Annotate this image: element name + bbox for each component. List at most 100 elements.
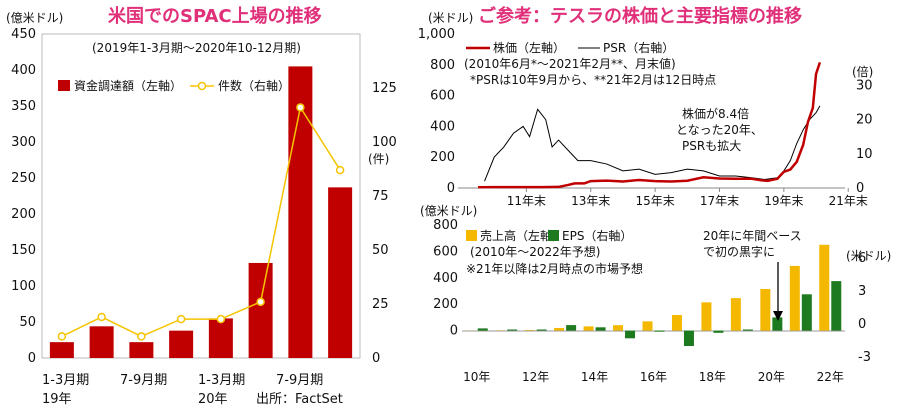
tesla-left-tick-label: 600 [430, 89, 455, 104]
spac-bar-2019Q3 [129, 342, 154, 358]
eps-right-ticks: -3 0 3 6 [858, 251, 871, 365]
tesla-x-tick-label: 17年末 [700, 194, 739, 208]
spac-count-point-2020Q4 [335, 165, 345, 175]
revenue-bar-2016 [642, 321, 653, 331]
eps-bar-2015 [625, 330, 636, 339]
revenue-x-label: 22年 [817, 370, 844, 384]
spac-x-labels: 1-3月期 7-9月期 1-3月期 7-9月期 19年 20年 出所：FactS… [42, 373, 343, 407]
revenue-bar-2012 [524, 330, 535, 331]
spac-bar-2020Q1 [208, 318, 233, 358]
spac-count-point-2020Q3 [296, 103, 305, 112]
legend-price-label: 株価（左軸） [493, 40, 565, 55]
tesla-x-ticks: 11年末 13年末 15年末 17年末 19年末 21年末 [507, 188, 868, 208]
revenue-eps-bars [465, 244, 842, 346]
spac-bar-2019Q4 [169, 330, 194, 358]
spac-line [57, 103, 345, 341]
revenue-note-forecast: ※21年以降は2月時点の市場予想 [466, 261, 643, 276]
revenue-left-tick-label: 800 [433, 218, 458, 233]
legend-line-marker [197, 81, 207, 91]
revenue-bar-2020 [760, 289, 771, 331]
tesla-x-tick-label: 15年末 [635, 194, 674, 208]
revenue-bar-2019 [730, 298, 741, 331]
eps-bar-2018 [713, 330, 724, 333]
eps-bar-2016 [654, 330, 665, 332]
spac-bar-2020Q2 [248, 262, 273, 358]
tesla-right-tick-label: 30 [856, 78, 873, 93]
revenue-x-label: 10年 [463, 370, 490, 384]
spac-count-point-2020Q2 [256, 297, 265, 307]
eps-right-tick-label: 3 [858, 284, 866, 299]
annotation-profit-1: 20年に年間ベース [703, 229, 802, 243]
tesla-x-tick-label: 19年末 [764, 194, 803, 208]
tesla-right-ticks: 0 10 20 30 [856, 78, 873, 196]
tesla-x-tick-label: 13年末 [571, 194, 610, 208]
eps-right-tick-label: 0 [858, 317, 866, 332]
spac-left-tick-label: 350 [11, 99, 36, 114]
tesla-price-chart: ご参考：テスラの株価と主要指標の推移 (米ドル) (倍) 02004006008… [418, 5, 874, 208]
x-label-q3-2019: 7-9月期 [120, 373, 167, 388]
x-year-2019: 19年 [42, 392, 72, 407]
psr-line [484, 105, 821, 182]
spac-bar-2020Q4 [328, 187, 353, 358]
revenue-x-label: 12年 [522, 370, 549, 384]
revenue-x-labels: 10年 12年 14年 16年 18年 20年 22年 [463, 370, 844, 384]
revenue-annotation: 20年に年間ベース で初の黒字に [703, 229, 802, 321]
annotation-line-3: PSRも拡大 [682, 139, 741, 153]
spac-left-tick-label: 0 [28, 351, 36, 366]
tesla-legend: 株価（左軸） PSR（右軸） (2010年6月*～2021年2月**、月末値) … [464, 40, 716, 87]
legend-psr-label: PSR（右軸） [603, 40, 674, 55]
revenue-left-ticks: 0 200 400 600 800 [433, 218, 458, 339]
revenue-bar-2014 [583, 326, 594, 331]
revenue-left-tick-label: 200 [433, 297, 458, 312]
eps-bar-2014 [595, 327, 606, 331]
x-label-q1-2020: 1-3月期 [198, 373, 245, 388]
spac-count-point-2019Q1 [57, 332, 67, 341]
tesla-x-tick-label: 11年末 [507, 194, 546, 208]
eps-bar-2022 [831, 281, 842, 331]
tesla-left-tick-label: 200 [430, 150, 455, 165]
eps-bar-2010 [477, 328, 488, 331]
eps-bar-2012 [536, 329, 547, 331]
spac-left-tick-label: 450 [11, 27, 36, 42]
revenue-x-label: 16年 [640, 370, 667, 384]
tesla-annotation: 株価が8.4倍 となった20年、 PSRも拡大 [676, 106, 763, 153]
spac-left-tick-label: 100 [11, 279, 36, 294]
eps-bar-2011 [507, 329, 518, 331]
tesla-left-tick-label: 400 [430, 119, 455, 134]
revenue-note-period: (2010年～2022年予想) [470, 244, 600, 259]
revenue-left-tick-label: 400 [433, 271, 458, 286]
legend-bar-label: 資金調達額（左軸） [74, 78, 182, 93]
eps-bar-2017 [683, 330, 694, 346]
spac-left-axis-unit: (億米ドル) [6, 11, 63, 25]
spac-bar-2020Q3 [288, 66, 313, 359]
annotation-profit-2: で初の黒字に [703, 244, 775, 259]
spac-right-ticks: 0 25 50 75 100 125 [372, 81, 397, 366]
tesla-left-tick-label: 0 [447, 181, 455, 196]
revenue-bar-2013 [554, 327, 565, 331]
spac-left-ticks: 0 50 100 150 200 250 300 350 400 450 [11, 27, 36, 366]
eps-bar-2013 [566, 325, 577, 331]
spac-left-tick-label: 250 [11, 171, 36, 186]
revenue-bar-2015 [613, 325, 624, 331]
spac-plot-frame [41, 33, 361, 359]
eps-right-tick-label: 6 [858, 251, 866, 266]
tesla-right-axis-unit: (倍) [852, 64, 873, 79]
revenue-bar-2022 [819, 244, 830, 331]
stock-price-line [478, 61, 822, 189]
eps-bar-2021 [801, 294, 812, 331]
spac-left-tick-label: 200 [11, 207, 36, 222]
spac-right-tick-label: 100 [372, 135, 397, 150]
spac-count-point-2019Q2 [97, 312, 106, 322]
spac-left-tick-label: 400 [11, 63, 36, 78]
x-label-q1-2019: 1-3月期 [42, 373, 89, 388]
x-label-q3-2020: 7-9月期 [276, 373, 323, 388]
annotation-arrow-head [773, 311, 783, 321]
spac-right-axis-unit: (件) [368, 152, 389, 166]
spac-period-note: (2019年1-3月期～2020年10-12月期) [92, 41, 301, 55]
tesla-right-tick-label: 20 [856, 113, 873, 128]
annotation-line-1: 株価が8.4倍 [682, 106, 749, 121]
legend-revenue-swatch [466, 230, 477, 241]
tesla-x-tick-label: 21年末 [829, 194, 868, 208]
spac-legend: 資金調達額（左軸） 件数（右軸） [58, 78, 290, 93]
